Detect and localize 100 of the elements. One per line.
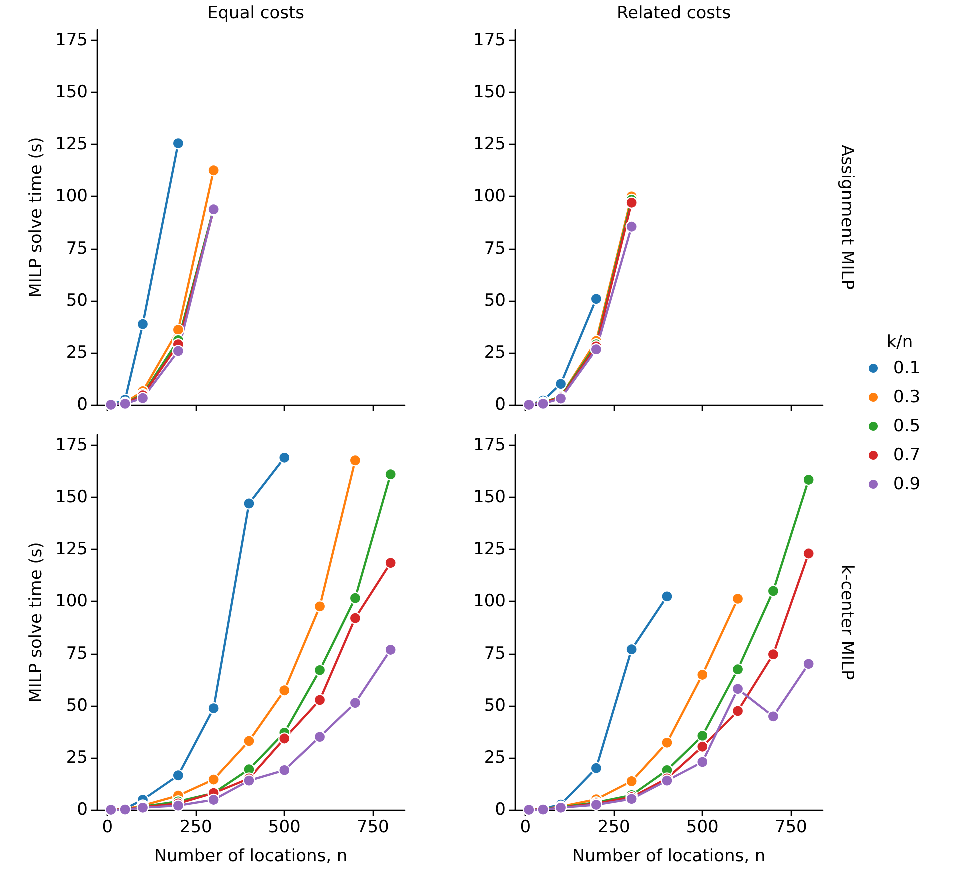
chart-title: Equal costs (208, 4, 305, 24)
y-tick-label: 100 (56, 186, 88, 207)
y-tick-label: 0 (77, 800, 88, 820)
y-tick-label: 50 (66, 290, 88, 311)
x-tick-label: 500 (268, 818, 301, 838)
point (590, 762, 603, 774)
point (314, 600, 326, 613)
x-axis-title: Number of locations, n (154, 846, 348, 866)
x-tick-label: 250 (180, 818, 212, 838)
y-tick-label: 125 (474, 134, 506, 155)
y-tick-label: 75 (66, 644, 88, 664)
y-tick-label: 125 (56, 134, 88, 155)
y-tick-label: 175 (56, 435, 88, 456)
point (349, 697, 362, 710)
point (732, 683, 744, 696)
point (696, 756, 709, 768)
point (696, 730, 709, 742)
y-tick-label: 25 (484, 748, 506, 768)
point (590, 343, 603, 356)
point (349, 592, 362, 604)
point (384, 557, 397, 570)
point (208, 794, 220, 806)
y-tick-label: 0 (495, 800, 506, 820)
point (172, 345, 185, 358)
chart-title: Related costs (616, 4, 732, 24)
point (696, 740, 709, 753)
point (626, 775, 638, 788)
point (172, 770, 185, 782)
point (349, 454, 362, 467)
y-tick-label: 25 (484, 342, 506, 363)
point (349, 612, 362, 624)
point (767, 648, 780, 661)
y-tick-label: 50 (484, 696, 506, 716)
point (802, 658, 815, 670)
y-tick-label: 50 (484, 290, 506, 311)
point (384, 644, 397, 656)
point (732, 705, 744, 718)
point (278, 732, 291, 745)
y-tick-label: 25 (66, 342, 88, 363)
point (172, 137, 185, 150)
y-tick-label: 100 (474, 186, 506, 207)
point (696, 668, 709, 682)
x-tick-label: 750 (356, 818, 390, 838)
legend-label: 0.1 (894, 358, 921, 378)
y-axis-title: MILP solve time (s) (26, 542, 46, 703)
x-tick-label: 0 (102, 818, 114, 838)
point (554, 378, 568, 390)
point (626, 220, 638, 233)
point (661, 590, 674, 603)
y-tick-label: 150 (474, 82, 506, 102)
point (243, 498, 256, 510)
y-tick-label: 175 (56, 30, 88, 50)
point (626, 196, 638, 210)
point (172, 324, 185, 336)
point (314, 694, 326, 706)
point (314, 664, 326, 677)
point (384, 468, 397, 481)
point (208, 774, 220, 786)
legend-title: k/n (886, 332, 914, 352)
y-tick-label: 175 (474, 435, 506, 456)
y-tick-label: 0 (77, 395, 88, 415)
y-tick-label: 0 (495, 395, 506, 415)
y-tick-label: 100 (56, 592, 88, 612)
point (590, 293, 603, 306)
y-tick-label: 75 (66, 238, 88, 259)
y-tick-label: 150 (56, 488, 88, 508)
point (208, 702, 220, 715)
point (732, 663, 744, 676)
text: k-center MILP (837, 564, 857, 680)
legend-label: 0.7 (894, 446, 921, 466)
y-tick-label: 125 (56, 540, 88, 560)
point (278, 764, 291, 777)
point (136, 318, 150, 330)
point (661, 736, 674, 750)
x-tick-label: 500 (686, 818, 719, 838)
point (767, 710, 780, 723)
point (278, 684, 291, 697)
point (732, 592, 744, 606)
y-tick-label: 50 (66, 696, 88, 716)
y-axis-title: MILP solve time (s) (26, 137, 46, 298)
x-tick-label: 0 (520, 818, 532, 838)
y-tick-label: 125 (474, 540, 506, 560)
point (802, 474, 815, 486)
y-tick-label: 100 (474, 592, 506, 612)
x-axis-title: Number of locations, n (572, 846, 766, 866)
x-tick-label: 750 (774, 818, 808, 838)
x-tick-label: 250 (598, 818, 630, 838)
point (136, 392, 150, 404)
point (626, 643, 638, 656)
point (314, 730, 326, 744)
point (278, 452, 291, 464)
y-tick-label: 150 (56, 82, 88, 102)
y-tick-label: 75 (484, 238, 506, 259)
point (767, 585, 780, 598)
legend-label: 0.5 (894, 416, 921, 436)
y-tick-label: 150 (474, 488, 506, 508)
y-tick-label: 25 (66, 748, 88, 768)
point (243, 735, 256, 748)
point (802, 548, 815, 560)
legend-label: 0.3 (894, 388, 921, 408)
